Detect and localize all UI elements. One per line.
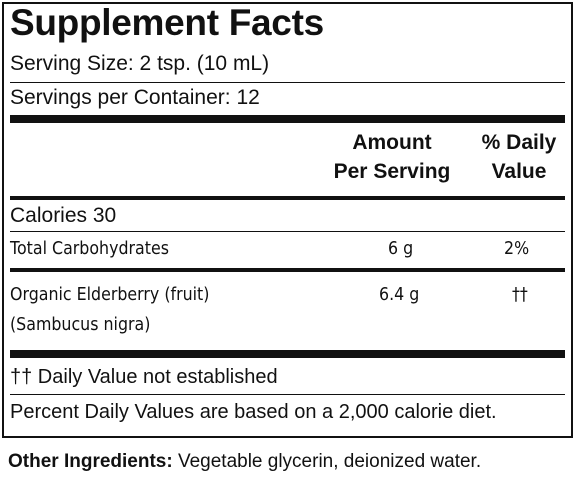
servings-per-container: Servings per Container: 12 — [10, 86, 260, 109]
ingredient-latin-name: (Sambucus nigra) — [10, 314, 151, 335]
divider-medium — [10, 268, 565, 272]
footnote-daggers: †† Daily Value not established — [10, 366, 278, 388]
divider-thick — [10, 350, 565, 358]
supplement-facts-panel — [2, 2, 573, 438]
nutrient-name: Total Carbohydrates — [10, 238, 169, 259]
ingredient-amount: 6.4 g — [379, 284, 420, 305]
nutrient-amount: 6 g — [388, 238, 414, 259]
panel-title: Supplement Facts — [10, 2, 324, 43]
other-ingredients-label: Other Ingredients: — [8, 451, 173, 472]
daily-value-header: % Daily Value — [470, 128, 568, 186]
divider — [10, 82, 565, 83]
divider-medium — [10, 196, 565, 200]
ingredient-name: Organic Elderberry (fruit) — [10, 284, 210, 305]
other-ingredients: Other Ingredients: Vegetable glycerin, d… — [8, 451, 481, 473]
amount-header-line2: Per Serving — [333, 160, 451, 183]
other-ingredients-text: Vegetable glycerin, deionized water. — [172, 451, 482, 472]
nutrient-daily-value: 2% — [504, 238, 530, 259]
amount-header-line1: Amount — [352, 131, 432, 154]
calories-row: Calories 30 — [10, 204, 117, 227]
ingredient-daily-value: †† — [512, 284, 528, 305]
divider-thick — [10, 115, 565, 123]
divider — [10, 394, 565, 395]
amount-header: Amount Per Serving — [318, 128, 466, 186]
daily-value-header-line2: Value — [491, 160, 547, 183]
serving-size: Serving Size: 2 tsp. (10 mL) — [10, 52, 270, 75]
footnote-percent: Percent Daily Values are based on a 2,00… — [10, 401, 497, 423]
divider — [10, 231, 565, 232]
daily-value-header-line1: % Daily — [481, 131, 557, 154]
